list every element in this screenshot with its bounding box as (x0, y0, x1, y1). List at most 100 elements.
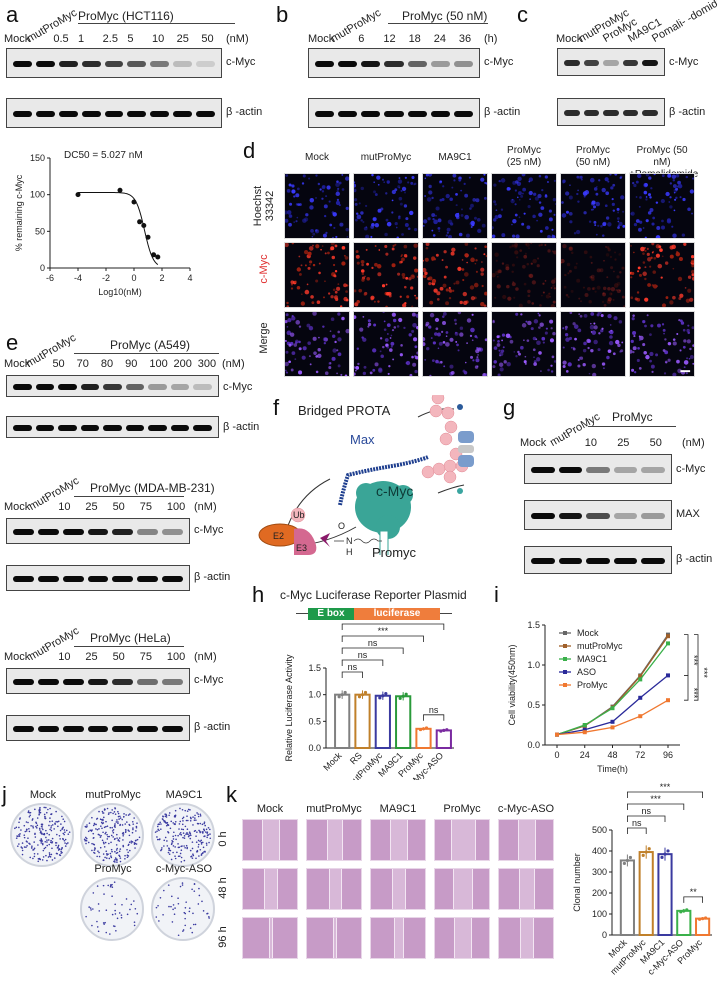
microscopy-image (560, 311, 626, 377)
svg-text:1.5: 1.5 (308, 663, 321, 673)
blot-band (603, 110, 619, 116)
blot-band (137, 679, 159, 685)
blot-band (58, 384, 77, 390)
svg-text:Mock: Mock (321, 750, 344, 773)
lane-label: 200 (173, 358, 192, 370)
microscopy-image (629, 311, 695, 377)
wound-image (498, 917, 554, 959)
blot-band (338, 111, 358, 117)
cmyc-label: c-Myc (376, 483, 414, 499)
blot-actin (6, 416, 219, 438)
blot-band (193, 425, 212, 431)
lane-label: Mock (4, 358, 31, 370)
bar (334, 693, 351, 749)
chart-viability: 0.0 0.5 1.0 1.5 0 24 48 72 96 Time(h) Cell viabili… (505, 605, 717, 775)
svg-text:150: 150 (30, 153, 45, 163)
blot-band (104, 111, 124, 117)
chart-dose-response: 0 50 100 150 -6 -4 -2 0 2 4 Log10(nM) % remaining c… (10, 148, 210, 308)
svg-text:***: *** (660, 782, 671, 792)
svg-text:***: *** (699, 667, 709, 678)
panel-label-b: b (276, 2, 289, 27)
blot-band (62, 576, 84, 582)
panel-label-j: j (2, 782, 7, 807)
svg-text:0: 0 (554, 750, 559, 760)
blot-band (196, 61, 215, 67)
blot-band (622, 60, 639, 66)
bar (676, 909, 692, 937)
lane-label: 100 (149, 358, 168, 370)
blot-band (35, 61, 55, 67)
blot-band (196, 111, 215, 117)
lane-label: 10 (152, 33, 165, 45)
blot-band (586, 558, 610, 564)
blot-label: β -actin (223, 421, 260, 433)
blot-band (80, 425, 100, 431)
lane-label: 10 (58, 651, 71, 663)
blot-band (35, 111, 55, 117)
svg-text:mutProMyc: mutProMyc (345, 750, 385, 780)
lane-label: 1 (78, 33, 85, 45)
svg-text:***: *** (388, 620, 399, 624)
svg-text:ns: ns (632, 818, 642, 828)
data-point (131, 199, 137, 205)
wound-image (370, 819, 426, 861)
blot-max (524, 500, 672, 530)
blot-band (558, 467, 583, 473)
column-label: MA9C1 (438, 152, 472, 163)
column-label: ProMyc (25 nM) (506, 145, 542, 168)
blot-label: c-Myc (223, 381, 253, 393)
panel-label-i: i (494, 582, 499, 607)
data-point (155, 254, 161, 260)
blot-band (531, 513, 555, 519)
blot-band (407, 61, 427, 67)
svg-text:500: 500 (592, 825, 607, 835)
lane-label: 25 (617, 437, 630, 449)
svg-text:ns: ns (429, 705, 439, 715)
blot-cmyc (6, 668, 190, 694)
blot-band (13, 61, 32, 67)
svg-text:ns: ns (358, 650, 368, 660)
svg-text:H: H (346, 547, 353, 555)
blot-band (137, 529, 159, 535)
blot-actin (524, 546, 672, 574)
blot-band (430, 111, 450, 117)
blot-band (13, 111, 32, 117)
svg-text:ns: ns (368, 638, 378, 648)
blot-band (80, 384, 100, 390)
blot-band (35, 425, 55, 431)
svg-text:% remaining c-Myc: % remaining c-Myc (14, 174, 24, 251)
blot-cmyc (6, 518, 190, 544)
lane-label: 100 (166, 501, 186, 513)
svg-text:O: O (338, 521, 345, 531)
blot-band (62, 726, 84, 732)
blot-label: c-Myc (484, 56, 514, 68)
colony-dish-image (80, 803, 144, 867)
svg-text:***: *** (378, 626, 389, 636)
blot-band (58, 111, 78, 117)
svg-text:RS: RS (348, 750, 364, 766)
svg-text:50: 50 (35, 226, 45, 236)
blot-band (37, 529, 59, 535)
blot-band (162, 679, 183, 685)
blot-label: c-Myc (669, 56, 699, 68)
blot-band (37, 576, 59, 582)
lane-label: (nM) (194, 501, 217, 513)
scale-bar (680, 370, 691, 373)
svg-text:300: 300 (592, 867, 607, 877)
lane-label: 50 (112, 651, 125, 663)
blot-band (642, 60, 658, 66)
svg-text:72: 72 (635, 750, 645, 760)
svg-text:100: 100 (592, 909, 607, 919)
group-label: ProMyc (MDA-MB-231) (90, 481, 215, 495)
svg-text:***: *** (689, 688, 699, 699)
blot-band (564, 60, 580, 66)
lane-label: 6 (358, 33, 365, 45)
dish-label: MA9C1 (165, 789, 203, 801)
group-bracket (74, 646, 184, 647)
group-label: ProMyc (50 nM) (402, 9, 488, 23)
group-bracket (74, 353, 219, 354)
wound-image (434, 819, 490, 861)
blot-band (622, 110, 639, 116)
blot-label: β -actin (676, 553, 713, 565)
wound-image (370, 868, 426, 910)
